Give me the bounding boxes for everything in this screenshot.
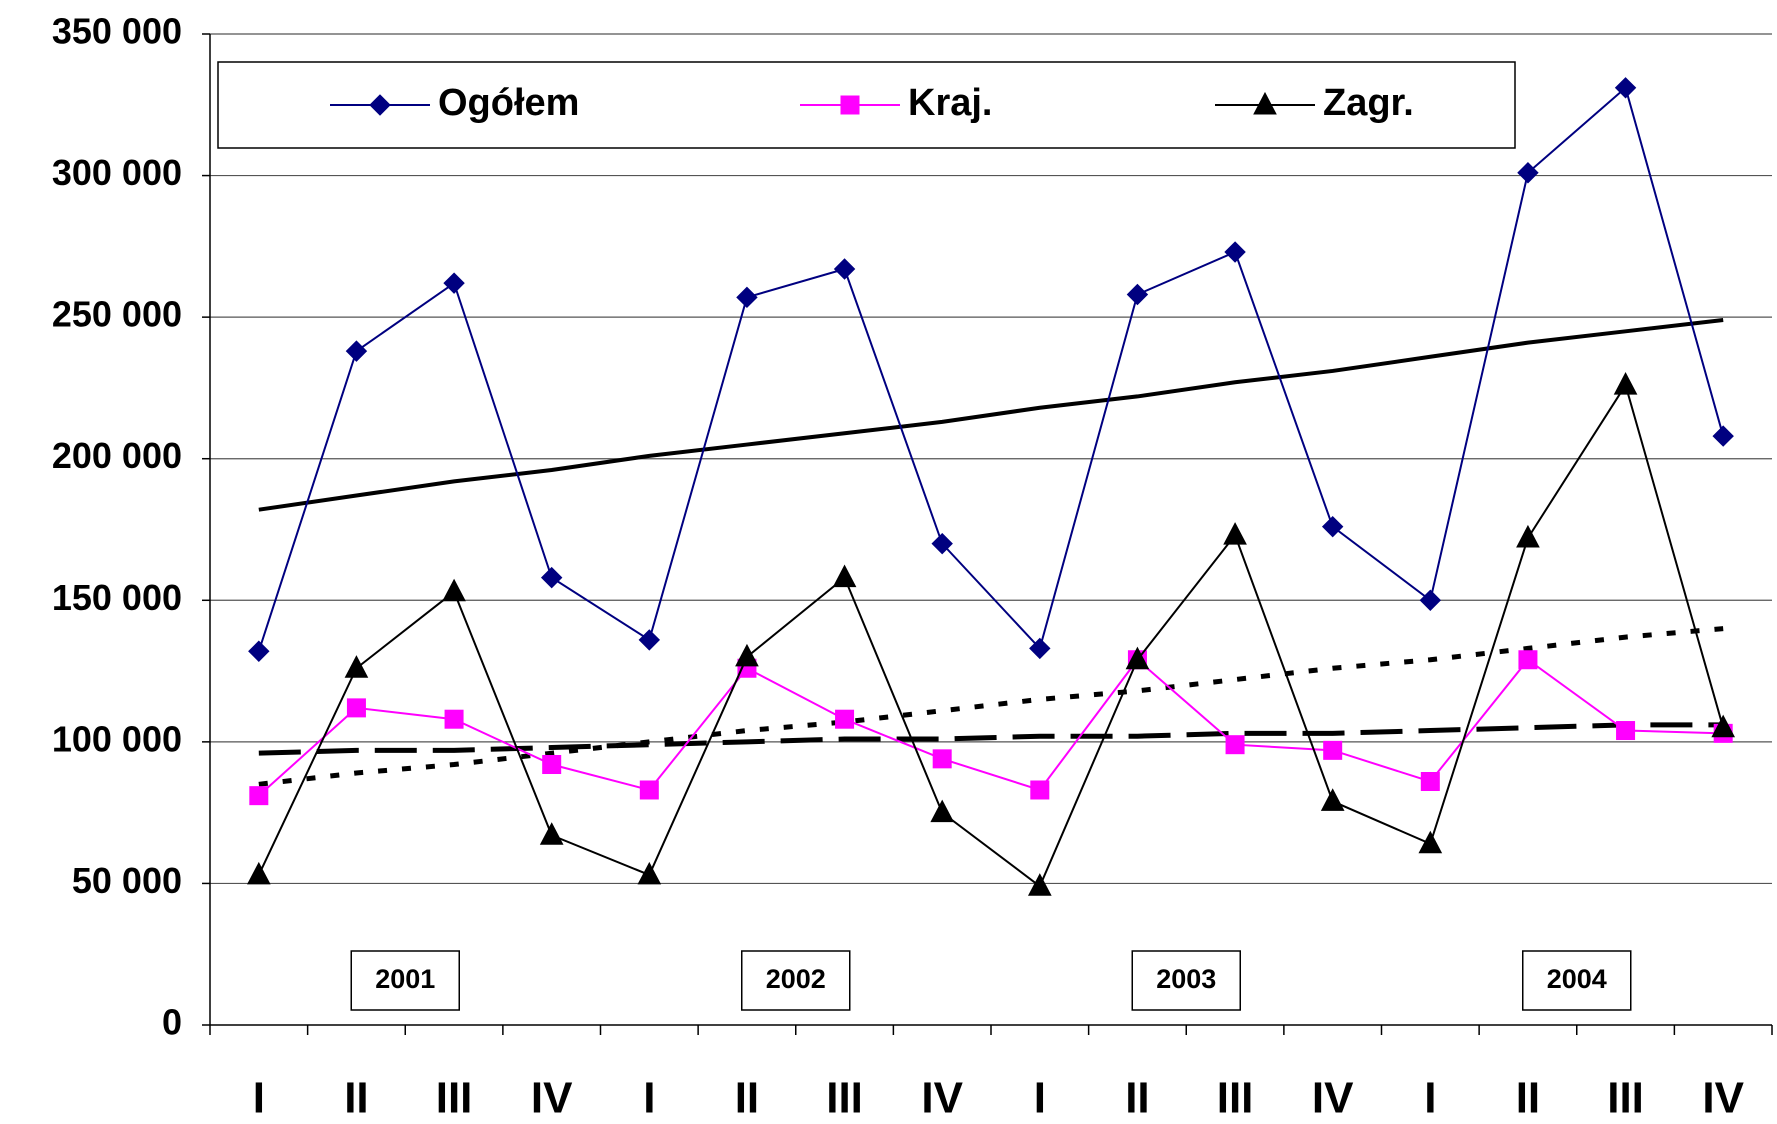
point: [246, 861, 271, 885]
year-label: 2003: [1156, 964, 1216, 994]
trend-line: [258, 317, 1724, 512]
legend-label: Zagr.: [1323, 82, 1414, 124]
legend-marker: [369, 94, 391, 116]
x-tick-label: III: [1217, 1074, 1254, 1123]
x-tick-label: II: [735, 1074, 759, 1123]
point: [346, 698, 366, 718]
legend-label: Ogółem: [438, 82, 579, 124]
point: [1418, 830, 1443, 854]
x-tick-label: I: [643, 1074, 655, 1123]
point: [345, 340, 368, 362]
point: [1517, 162, 1539, 184]
point: [442, 578, 466, 602]
point: [932, 749, 952, 769]
point: [931, 532, 953, 555]
y-tick-label: 100 000: [52, 718, 182, 759]
point: [1223, 522, 1247, 545]
year-label: 2001: [375, 964, 435, 994]
point: [1126, 283, 1149, 306]
point: [1320, 788, 1345, 811]
x-tick-label: II: [1516, 1074, 1540, 1123]
point: [1711, 714, 1736, 738]
x-tick-label: III: [1607, 1074, 1644, 1123]
legend-label: Kraj.: [908, 82, 992, 124]
x-tick-label: IV: [1312, 1074, 1354, 1123]
y-tick-label: 0: [162, 1002, 182, 1043]
point: [1323, 740, 1343, 760]
point: [1616, 721, 1636, 741]
series-line: [257, 382, 1725, 888]
year-box: [350, 950, 460, 1011]
point: [542, 755, 562, 775]
y-tick-label: 50 000: [72, 860, 182, 901]
point: [344, 655, 369, 678]
point: [832, 564, 857, 588]
point: [248, 640, 270, 662]
point: [833, 258, 856, 280]
point: [1225, 735, 1245, 755]
year-box: [1522, 950, 1632, 1011]
x-tick-label: III: [826, 1074, 863, 1123]
point: [249, 786, 269, 806]
point: [637, 861, 662, 885]
year-label: 2002: [766, 964, 826, 994]
x-tick-label: III: [436, 1074, 473, 1123]
point: [1224, 241, 1246, 263]
point: [1420, 771, 1440, 791]
point: [539, 822, 564, 845]
point: [1614, 77, 1637, 99]
y-tick-label: 350 000: [52, 11, 182, 52]
x-tick-label: IV: [531, 1074, 573, 1123]
point: [1518, 650, 1538, 670]
trend-line: [258, 722, 1724, 756]
x-tick-label: IV: [921, 1074, 963, 1123]
point: [1027, 873, 1052, 896]
series-line: [257, 86, 1725, 652]
point: [835, 709, 855, 729]
year-box: [1131, 950, 1241, 1011]
point: [444, 709, 464, 729]
point: [930, 799, 955, 823]
year-label: 2004: [1547, 964, 1607, 994]
point: [1029, 637, 1051, 660]
x-tick-label: II: [344, 1074, 368, 1123]
year-box: [741, 950, 851, 1011]
y-tick-label: 150 000: [52, 577, 182, 618]
point: [639, 780, 659, 800]
point: [540, 566, 563, 589]
x-tick-label: II: [1125, 1074, 1149, 1123]
point: [1419, 589, 1442, 611]
x-tick-label: I: [253, 1074, 265, 1123]
point: [1613, 372, 1638, 395]
point: [638, 629, 661, 651]
point: [1030, 780, 1050, 800]
y-tick-label: 200 000: [52, 435, 182, 476]
x-tick-label: I: [1034, 1074, 1046, 1123]
point: [736, 286, 758, 309]
point: [443, 272, 465, 294]
x-tick-label: I: [1424, 1074, 1436, 1123]
legend-marker: [1253, 91, 1277, 115]
point: [1516, 524, 1540, 548]
point: [1712, 425, 1734, 447]
x-tick-label: IV: [1702, 1074, 1744, 1123]
y-tick-label: 250 000: [52, 294, 182, 335]
point: [1321, 515, 1344, 538]
point: [1125, 646, 1150, 670]
legend-marker: [840, 95, 860, 115]
point: [735, 643, 759, 667]
trend-line: [258, 626, 1724, 787]
y-tick-label: 300 000: [52, 152, 182, 193]
series-line: [258, 658, 1724, 797]
